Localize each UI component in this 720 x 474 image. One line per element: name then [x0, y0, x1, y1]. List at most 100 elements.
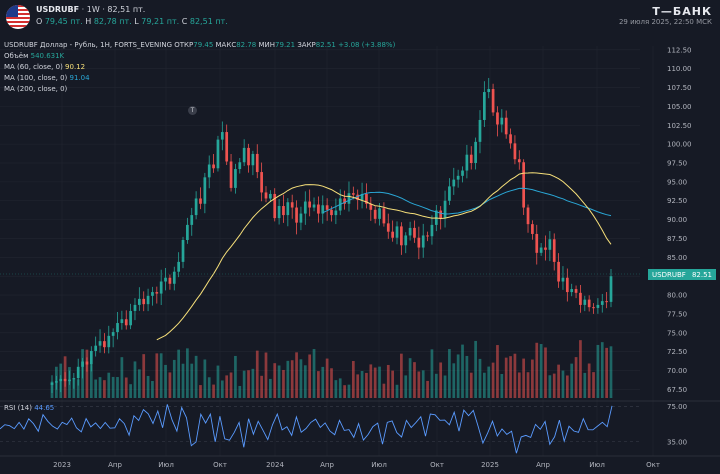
- price-tag-symbol: USDRUBF: [652, 270, 686, 279]
- high-label: H: [85, 17, 92, 26]
- interval[interactable]: 1W: [86, 5, 100, 14]
- volume-bar: [395, 384, 399, 398]
- volume-bar: [325, 358, 329, 398]
- volume-bar: [517, 372, 521, 398]
- candle-body: [129, 310, 132, 326]
- symbol-line: USDRUBF · 1W · 82,51 пт.: [36, 5, 146, 14]
- time-tick-label: Окт: [430, 461, 444, 469]
- volume-bar: [124, 377, 128, 398]
- volume-bar: [186, 348, 189, 398]
- time-tick-label: Окт: [646, 461, 660, 469]
- volume-bar: [351, 361, 355, 398]
- candle-body: [557, 261, 560, 282]
- candle-body: [605, 301, 608, 303]
- ohlc-line: O 79,45 пт. H 82,78 пт. L 79,21 пт. C 82…: [36, 17, 228, 26]
- candle-body: [321, 205, 325, 214]
- volume-bar: [465, 355, 469, 398]
- volume-bar: [334, 380, 338, 398]
- volume-bar: [592, 372, 595, 398]
- candle-body: [496, 112, 499, 125]
- candle-body: [535, 233, 539, 253]
- candle-body: [356, 194, 360, 200]
- volume-bar: [216, 365, 220, 398]
- candle-body: [426, 235, 429, 237]
- volume-bar: [120, 357, 124, 398]
- candle-body: [325, 205, 329, 210]
- legend-main-row[interactable]: USDRUBF Доллар - Рубль, 1H, FORTS_EVENIN…: [4, 40, 395, 51]
- legend-ma60-row[interactable]: MA (60, close, 0) 90.12: [4, 62, 395, 73]
- volume-bar: [500, 374, 504, 398]
- volume-bar: [605, 347, 608, 398]
- legend-ma200-row[interactable]: MA (200, close, 0): [4, 84, 395, 95]
- volume-bar: [89, 365, 93, 398]
- price-axis[interactable]: 112.50 110.00 107.50 105.00 102.50 100.00 97.5…: [667, 46, 692, 394]
- candle-body: [386, 223, 390, 232]
- legend-change: +3.08 (+3.88%): [338, 41, 396, 49]
- candle-body: [465, 154, 469, 171]
- volume-bar: [164, 364, 167, 398]
- candle-body: [59, 378, 63, 382]
- candle-body: [255, 153, 259, 173]
- candle-body: [89, 350, 93, 365]
- grid-lines: [0, 46, 654, 456]
- event-marker-icon[interactable]: T: [188, 106, 197, 115]
- candle-body: [382, 208, 386, 224]
- volume-bar: [365, 372, 368, 398]
- candle-body: [76, 366, 80, 379]
- volume-bar: [448, 349, 451, 398]
- candle-body: [574, 289, 578, 293]
- volume-bar: [535, 342, 539, 398]
- volume-bar: [491, 362, 495, 398]
- price-tick-label: 110.00: [667, 65, 692, 73]
- candle-body: [177, 261, 181, 272]
- price-tick-label: 102.50: [667, 122, 692, 130]
- volume-bar: [181, 363, 185, 398]
- volume-bar: [434, 373, 438, 398]
- candle-body: [142, 298, 146, 305]
- volume-bar: [513, 353, 517, 398]
- volume-bar: [312, 349, 316, 398]
- candle-body: [395, 226, 399, 238]
- time-tick-label: Апр: [108, 461, 122, 469]
- candle-body: [186, 224, 189, 240]
- legend-close: 82.51: [315, 41, 336, 49]
- volume-bar: [225, 375, 229, 398]
- rsi-legend[interactable]: RSI (14) 44.65: [4, 404, 54, 412]
- candle-body: [151, 292, 154, 296]
- legend-ma100-row[interactable]: MA (100, close, 0) 91.04: [4, 73, 395, 84]
- volume-bar: [531, 359, 534, 398]
- candle-body: [220, 132, 224, 140]
- legend-volume-row[interactable]: Объём 540.631K: [4, 51, 395, 62]
- candle-body: [408, 227, 412, 236]
- candle-body: [81, 361, 84, 367]
- volume-bar: [247, 370, 250, 398]
- volume-bar: [94, 379, 98, 398]
- open-value: 79,45 пт.: [44, 17, 83, 26]
- last-price-tag: USDRUBF 82.51: [648, 269, 716, 280]
- volume-bar: [129, 384, 132, 398]
- volume-bar: [133, 361, 137, 398]
- volume-bar: [496, 345, 499, 398]
- volume-bar: [290, 360, 294, 398]
- candle-body: [343, 198, 346, 204]
- volume-bar: [155, 353, 159, 398]
- candle-body: [522, 162, 526, 208]
- time-axis[interactable]: 2023 Апр Июл Окт 2024 Апр Июл Окт 2025 Апр Июл Окт: [53, 461, 660, 469]
- candle-body: [282, 206, 285, 216]
- candle-body: [378, 208, 381, 219]
- volume-bar: [308, 354, 312, 398]
- price-tick-label: 107.50: [667, 84, 692, 92]
- volume-bar: [539, 344, 543, 398]
- volume-bar: [596, 344, 600, 398]
- ma60-line: [156, 172, 612, 341]
- candle-body: [277, 206, 281, 219]
- volume-bar: [482, 372, 486, 398]
- candle-body: [347, 193, 351, 204]
- volume-bar: [168, 372, 172, 398]
- candle-body: [456, 175, 460, 180]
- volume-bar: [146, 375, 150, 398]
- candle-body: [531, 224, 534, 234]
- candle-body: [400, 226, 403, 246]
- symbol-name[interactable]: USDRUBF: [36, 5, 80, 14]
